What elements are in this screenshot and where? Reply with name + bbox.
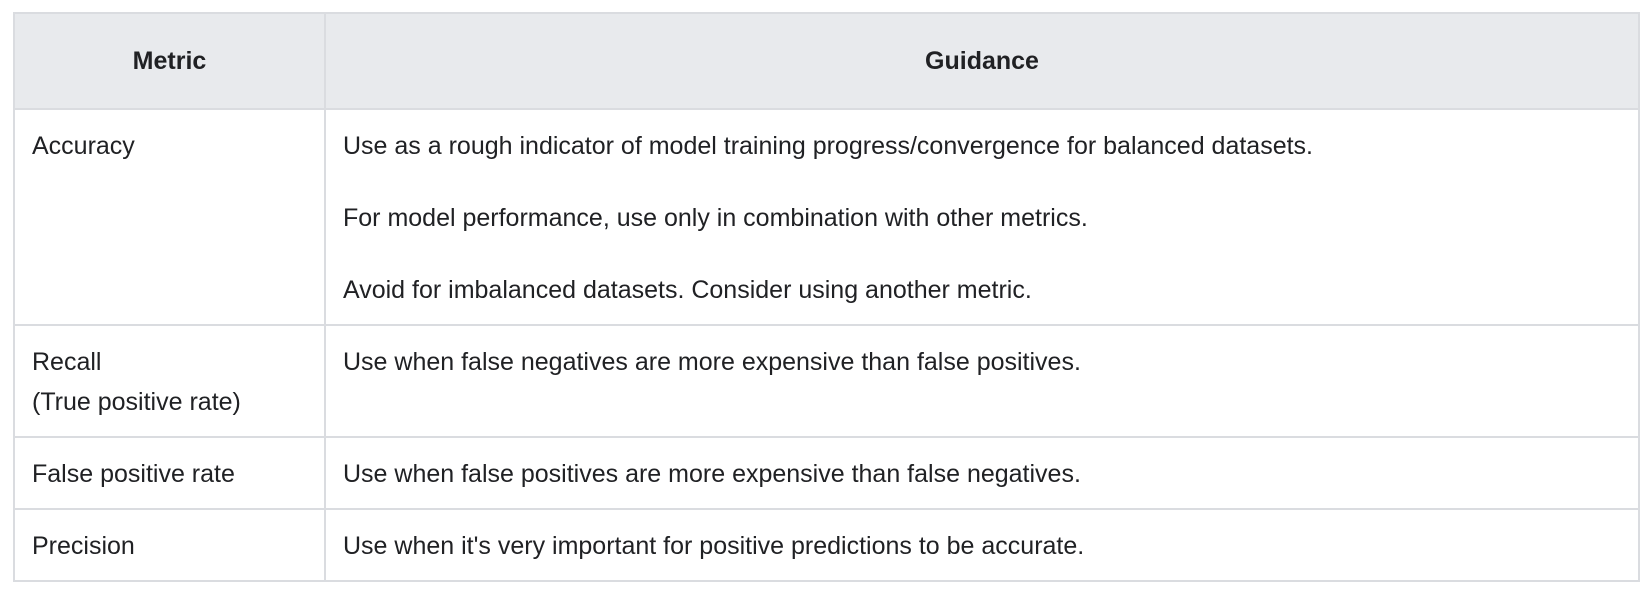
metric-cell: Recall (True positive rate): [13, 324, 326, 438]
guidance-cell: Use as a rough indicator of model traini…: [324, 108, 1640, 326]
guidance-cell: Use when false positives are more expens…: [324, 436, 1640, 510]
header-guidance: Guidance: [324, 12, 1640, 110]
header-metric: Metric: [13, 12, 326, 110]
metrics-guidance-table: Metric Guidance Accuracy Use as a rough …: [13, 12, 1640, 582]
table-row: False positive rate Use when false posit…: [13, 436, 1640, 510]
table-row: Recall (True positive rate) Use when fal…: [13, 324, 1640, 438]
guidance-cell: Use when it's very important for positiv…: [324, 508, 1640, 582]
table-row: Precision Use when it's very important f…: [13, 508, 1640, 582]
metric-name: False positive rate: [32, 460, 235, 488]
metric-cell: False positive rate: [13, 436, 326, 510]
table-header-row: Metric Guidance: [13, 12, 1640, 110]
metric-name: Precision: [32, 532, 135, 560]
metric-name: Accuracy: [32, 132, 135, 160]
guidance-cell: Use when false negatives are more expens…: [324, 324, 1640, 438]
table-row: Accuracy Use as a rough indicator of mod…: [13, 108, 1640, 326]
guidance-text: Use when it's very important for positiv…: [343, 532, 1085, 560]
metric-subtitle: (True positive rate): [32, 388, 241, 416]
guidance-text: Use as a rough indicator of model traini…: [343, 132, 1314, 160]
metric-cell: Accuracy: [13, 108, 326, 326]
guidance-text: For model performance, use only in combi…: [343, 204, 1088, 232]
guidance-text: Use when false negatives are more expens…: [343, 348, 1081, 376]
guidance-text: Avoid for imbalanced datasets. Consider …: [343, 276, 1032, 304]
metric-name: Recall: [32, 348, 102, 376]
guidance-text: Use when false positives are more expens…: [343, 460, 1081, 488]
metric-cell: Precision: [13, 508, 326, 582]
